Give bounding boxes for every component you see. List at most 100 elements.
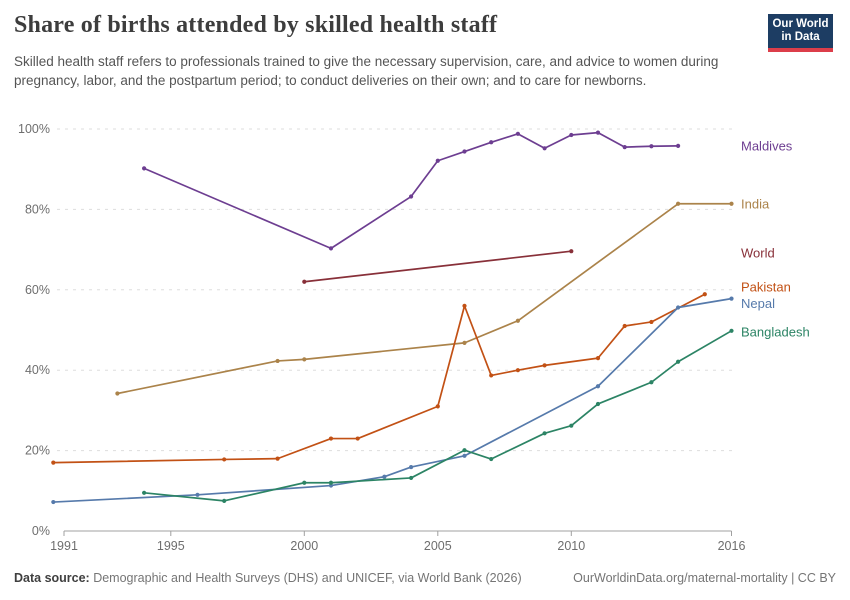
data-point-bangladesh-2001[interactable] xyxy=(328,480,334,485)
data-point-maldives-2013[interactable] xyxy=(649,144,654,149)
data-point-pakistan-2008[interactable] xyxy=(515,368,521,373)
data-point-bangladesh-1997[interactable] xyxy=(222,498,227,503)
data-point-bangladesh-2009[interactable] xyxy=(542,431,547,436)
data-point-pakistan-2013[interactable] xyxy=(649,319,654,325)
series-pakistan[interactable]: Pakistan xyxy=(51,280,791,465)
data-point-pakistan-2001[interactable] xyxy=(328,436,334,441)
series-line-nepal[interactable] xyxy=(52,297,733,503)
series-label-maldives[interactable]: Maldives xyxy=(741,138,793,153)
data-point-pakistan-2002[interactable] xyxy=(355,436,360,441)
y-tick-label-60: 60% xyxy=(25,283,50,297)
data-point-maldives-2010[interactable] xyxy=(569,132,574,138)
data-point-maldives-2011[interactable] xyxy=(595,130,601,135)
data-point-maldives-1994[interactable] xyxy=(142,166,147,171)
page-title: Share of births attended by skilled heal… xyxy=(14,12,498,38)
data-point-bangladesh-2010[interactable] xyxy=(569,423,574,428)
data-point-pakistan-2009[interactable] xyxy=(542,363,547,368)
x-tick-label-2000: 2000 xyxy=(290,539,318,553)
data-point-pakistan-2006[interactable] xyxy=(462,303,467,308)
data-point-nepal-1996[interactable] xyxy=(195,492,200,497)
data-point-maldives-2005[interactable] xyxy=(435,158,440,163)
data-point-nepal-2011[interactable] xyxy=(595,384,601,389)
data-point-bangladesh-2011[interactable] xyxy=(595,401,601,407)
series-line-india[interactable] xyxy=(116,202,733,395)
series-label-india[interactable]: India xyxy=(741,196,770,211)
data-point-india-2014[interactable] xyxy=(676,201,681,206)
data-point-maldives-2007[interactable] xyxy=(489,140,494,145)
x-tick-label-1995: 1995 xyxy=(157,539,185,553)
data-point-bangladesh-2006[interactable] xyxy=(462,448,467,453)
data-point-bangladesh-2016[interactable] xyxy=(729,328,734,333)
data-point-maldives-2014[interactable] xyxy=(676,143,681,148)
data-point-world-2010[interactable] xyxy=(569,249,574,254)
data-point-pakistan-2015[interactable] xyxy=(702,292,707,297)
series-maldives[interactable]: Maldives xyxy=(142,130,793,251)
data-point-maldives-2009[interactable] xyxy=(542,146,547,151)
series-label-pakistan[interactable]: Pakistan xyxy=(741,280,791,295)
data-point-bangladesh-1994[interactable] xyxy=(142,490,147,495)
data-point-bangladesh-2013[interactable] xyxy=(649,380,654,385)
series-india[interactable]: India xyxy=(115,196,770,396)
data-point-maldives-2008[interactable] xyxy=(515,131,521,136)
series-bangladesh[interactable]: Bangladesh xyxy=(142,324,810,503)
y-tick-label-100: 100% xyxy=(18,122,50,136)
data-point-india-2000[interactable] xyxy=(302,357,307,362)
data-source-text: Demographic and Health Surveys (DHS) and… xyxy=(89,571,522,585)
data-point-pakistan-2005[interactable] xyxy=(435,404,440,409)
series-label-bangladesh[interactable]: Bangladesh xyxy=(741,324,810,339)
data-point-india-2016[interactable] xyxy=(729,201,734,206)
owid-logo-accent-bar xyxy=(768,48,833,52)
x-tick-label-2010: 2010 xyxy=(557,539,585,553)
series-line-world[interactable] xyxy=(303,250,573,283)
data-point-india-2008[interactable] xyxy=(515,318,521,323)
data-point-maldives-2001[interactable] xyxy=(328,246,334,251)
data-point-maldives-2004[interactable] xyxy=(409,194,414,199)
data-point-pakistan-2011[interactable] xyxy=(595,356,601,361)
data-point-bangladesh-2000[interactable] xyxy=(302,480,307,485)
series-label-world[interactable]: World xyxy=(741,246,775,261)
data-point-pakistan-2012[interactable] xyxy=(622,323,627,329)
chart-subtitle: Skilled health staff refers to professio… xyxy=(14,54,719,88)
data-point-nepal-2014[interactable] xyxy=(676,305,681,310)
gridlines: 0% 20% 40% 60% 80% 100% 1991 1995 2000 2005 2010 20… xyxy=(18,122,745,553)
x-tick-label-2016: 2016 xyxy=(718,539,746,553)
data-point-india-1999[interactable] xyxy=(275,358,280,364)
x-tick-label-1991: 1991 xyxy=(50,539,78,553)
data-source-label: Data source: xyxy=(14,571,90,585)
data-point-pakistan-1997[interactable] xyxy=(222,457,227,462)
data-point-nepal-1990.6[interactable] xyxy=(51,499,56,505)
data-point-world-2000[interactable] xyxy=(302,279,307,284)
data-point-bangladesh-2004[interactable] xyxy=(409,475,414,481)
x-tick-label-2005: 2005 xyxy=(424,539,452,553)
data-point-pakistan-1999[interactable] xyxy=(275,456,280,461)
data-point-maldives-2012[interactable] xyxy=(622,144,627,150)
owid-logo-line2: in Data xyxy=(781,31,820,43)
series-line-bangladesh[interactable] xyxy=(143,329,733,502)
data-point-pakistan-1990.6[interactable] xyxy=(51,460,56,465)
series-nepal[interactable]: Nepal xyxy=(51,296,775,505)
data-point-india-1993[interactable] xyxy=(115,391,120,396)
data-source-note: Data source: Demographic and Health Surv… xyxy=(14,571,522,585)
data-point-nepal-2003[interactable] xyxy=(382,474,387,479)
series-line-pakistan[interactable] xyxy=(52,293,706,464)
attribution-link[interactable]: OurWorldinData.org/maternal-mortality | … xyxy=(573,571,836,585)
y-tick-label-20: 20% xyxy=(25,444,50,458)
owid-logo-line1: Our World xyxy=(772,18,829,30)
series-label-nepal[interactable]: Nepal xyxy=(741,296,775,311)
owid-logo[interactable]: Our World in Data xyxy=(768,14,833,52)
data-point-maldives-2006[interactable] xyxy=(462,149,467,154)
data-point-nepal-2016[interactable] xyxy=(729,296,734,301)
series-world[interactable]: World xyxy=(302,246,775,284)
data-point-pakistan-2007[interactable] xyxy=(489,373,494,378)
data-point-india-2006[interactable] xyxy=(462,340,467,345)
data-point-bangladesh-2014[interactable] xyxy=(676,359,681,364)
data-point-nepal-2006[interactable] xyxy=(462,453,467,458)
data-point-nepal-2004[interactable] xyxy=(409,464,414,470)
data-point-bangladesh-2007[interactable] xyxy=(489,456,494,462)
y-tick-label-0: 0% xyxy=(32,524,50,538)
series-line-maldives[interactable] xyxy=(143,131,679,250)
y-tick-label-80: 80% xyxy=(25,202,50,216)
y-tick-label-40: 40% xyxy=(25,363,50,377)
